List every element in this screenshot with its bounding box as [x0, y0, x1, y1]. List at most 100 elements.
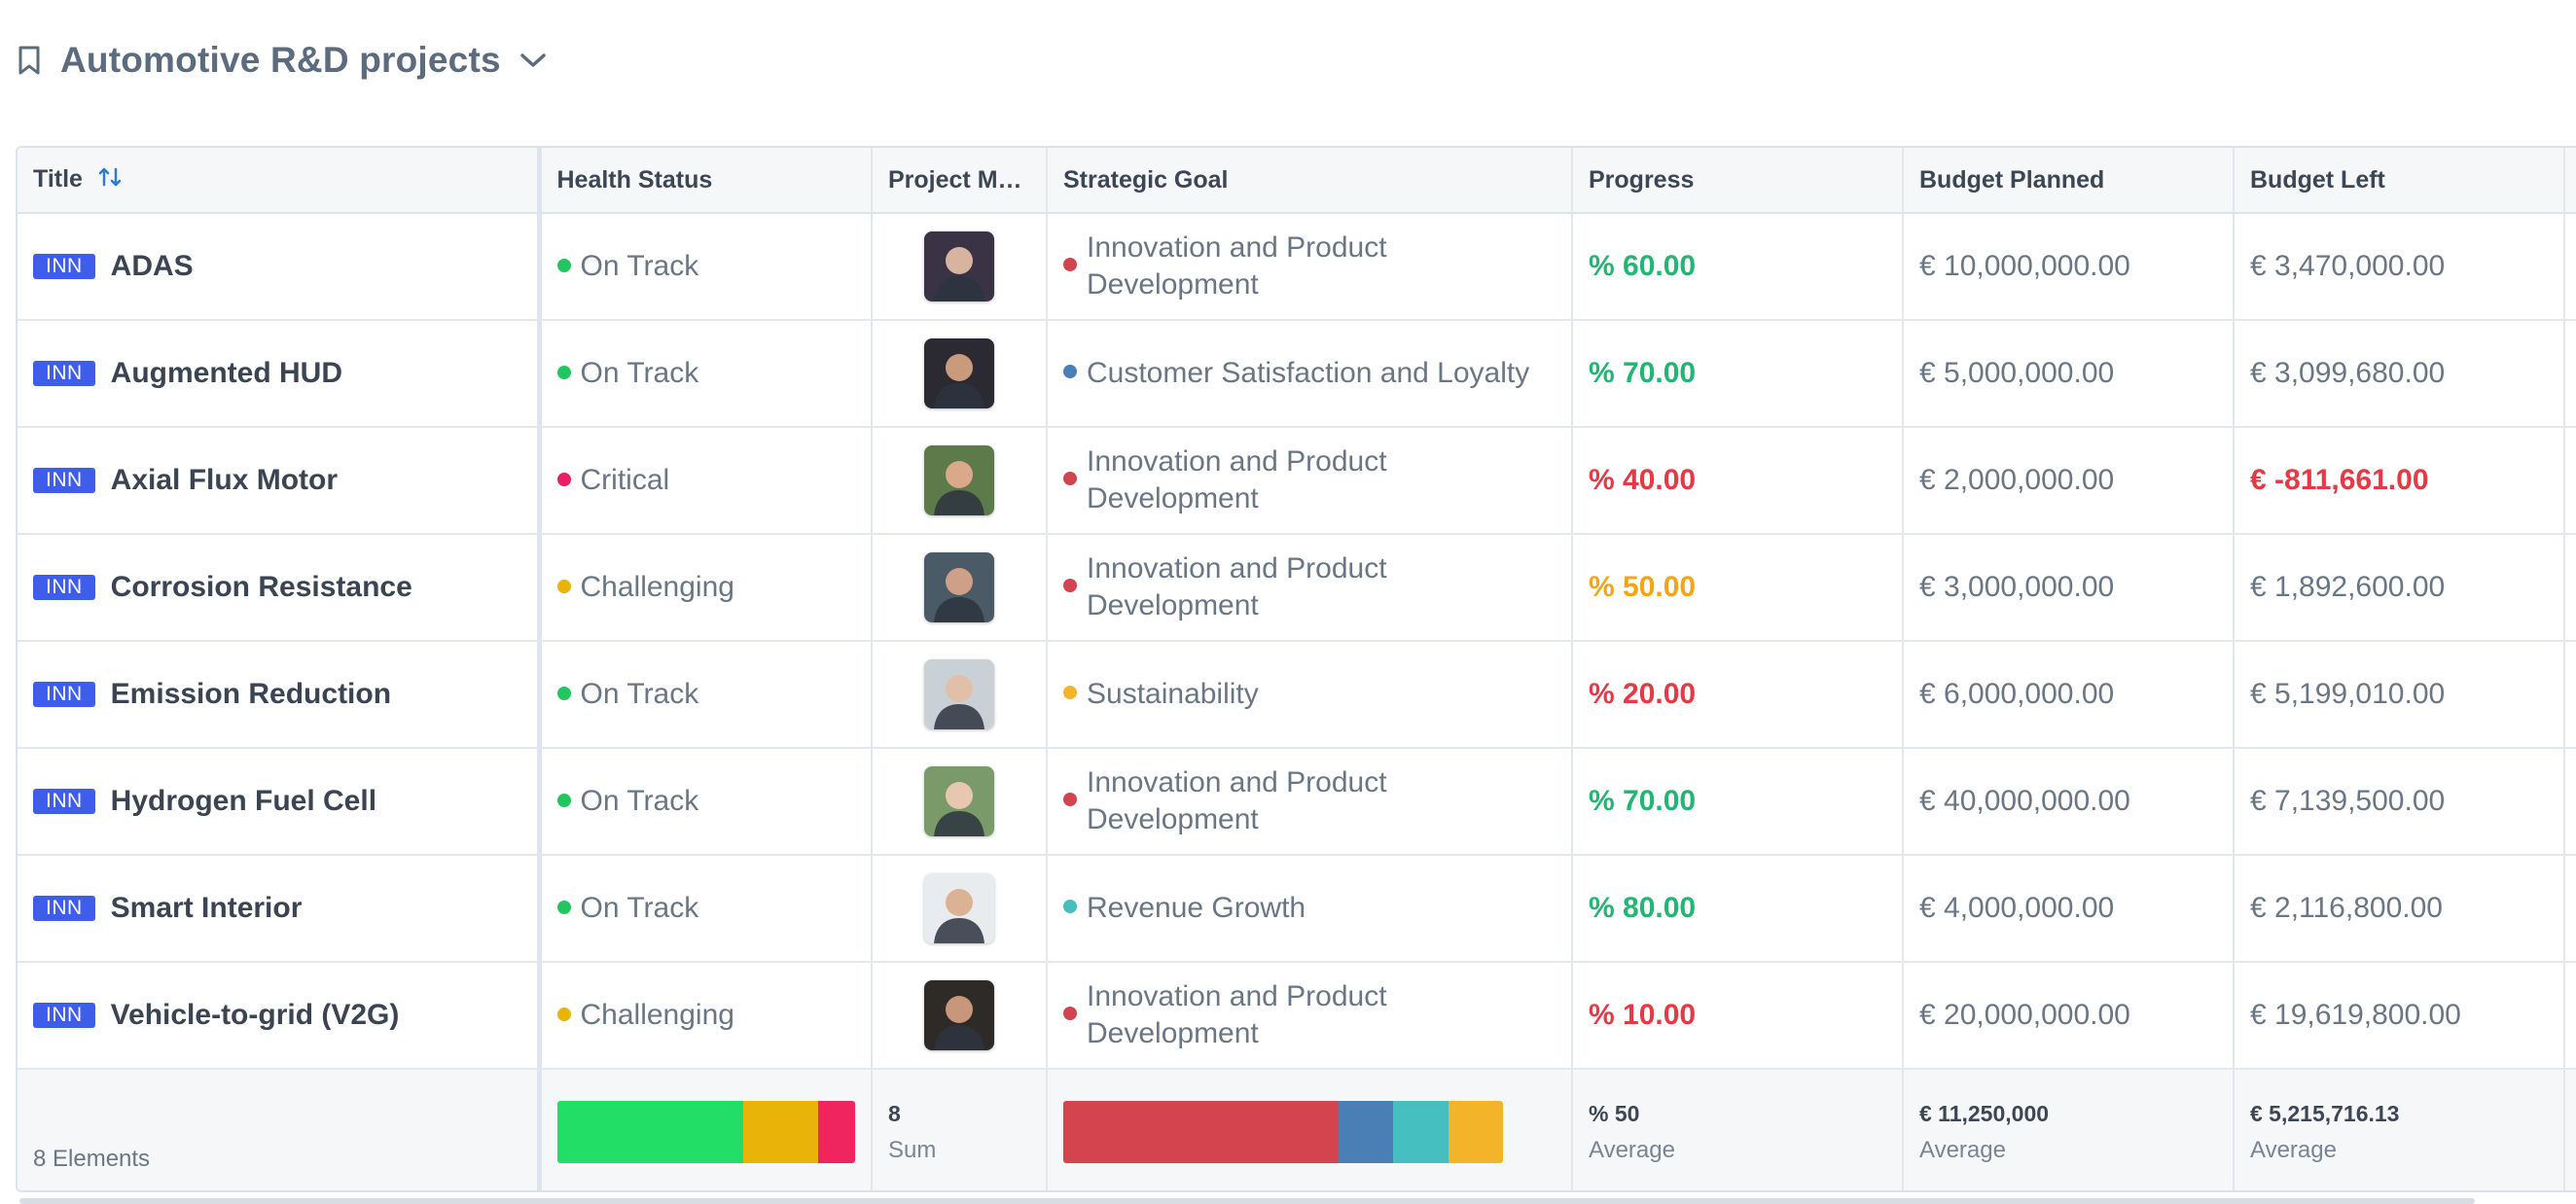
- project-title[interactable]: ADAS: [110, 250, 194, 282]
- horizontal-scrollbar[interactable]: [19, 1198, 2475, 1204]
- cell-strategic-goal[interactable]: Innovation and Product Development: [1047, 534, 1573, 642]
- cell-project-manager[interactable]: [872, 534, 1048, 642]
- column-header-budget-left[interactable]: Budget Left: [2234, 148, 2565, 214]
- distribution-segment[interactable]: [556, 1101, 744, 1163]
- cell-strategic-goal[interactable]: Innovation and Product Development: [1047, 748, 1573, 856]
- cell-health-status[interactable]: Challenging: [539, 962, 873, 1070]
- cell-budget-left[interactable]: € 5,199,010.00: [2234, 641, 2565, 749]
- cell-health-status[interactable]: On Track: [539, 641, 873, 749]
- cell-budget-planned[interactable]: € 6,000,000.00: [1903, 641, 2235, 749]
- sort-icon[interactable]: [97, 166, 123, 195]
- table-row[interactable]: INN Corrosion Resistance Challenging Inn…: [18, 534, 2576, 642]
- cell-project-manager[interactable]: [872, 641, 1048, 749]
- table-row[interactable]: INN ADAS On Track Innovation and Product…: [18, 213, 2576, 321]
- cell-strategic-goal[interactable]: Revenue Growth: [1047, 855, 1573, 963]
- cell-title[interactable]: INN ADAS: [18, 213, 542, 321]
- avatar[interactable]: [924, 552, 994, 622]
- distribution-segment[interactable]: [817, 1101, 855, 1163]
- cell-budget-planned[interactable]: € 10,000,000.00: [1903, 213, 2235, 321]
- table-row[interactable]: INN Vehicle-to-grid (V2G) Challenging In…: [18, 962, 2576, 1070]
- cell-health-status[interactable]: On Track: [539, 213, 873, 321]
- cell-budget-planned[interactable]: € 3,000,000.00: [1903, 534, 2235, 642]
- cell-health-status[interactable]: On Track: [539, 320, 873, 428]
- project-title[interactable]: Vehicle-to-grid (V2G): [110, 999, 400, 1031]
- cell-title[interactable]: INN Axial Flux Motor: [18, 427, 542, 535]
- project-title[interactable]: Corrosion Resistance: [110, 571, 412, 603]
- cell-strategic-goal[interactable]: Innovation and Product Development: [1047, 962, 1573, 1070]
- cell-budget-left[interactable]: € 3,470,000.00: [2234, 213, 2565, 321]
- cell-budget-left[interactable]: € -811,661.00: [2234, 427, 2565, 535]
- project-title[interactable]: Augmented HUD: [110, 357, 343, 389]
- distribution-segment[interactable]: [1338, 1101, 1393, 1163]
- table-row[interactable]: INN Hydrogen Fuel Cell On Track Innovati…: [18, 748, 2576, 856]
- cell-progress[interactable]: % 70.00: [1572, 748, 1904, 856]
- cell-budget-planned[interactable]: € 4,000,000.00: [1903, 855, 2235, 963]
- chevron-down-icon[interactable]: [519, 44, 552, 77]
- cell-project-manager[interactable]: [872, 855, 1048, 963]
- avatar[interactable]: [924, 980, 994, 1050]
- cell-progress[interactable]: % 10.00: [1572, 962, 1904, 1070]
- cell-budget-planned[interactable]: € 20,000,000.00: [1903, 962, 2235, 1070]
- cell-title[interactable]: INN Smart Interior: [18, 855, 542, 963]
- cell-progress[interactable]: % 60.00: [1572, 213, 1904, 321]
- cell-project-manager[interactable]: [872, 962, 1048, 1070]
- avatar[interactable]: [924, 231, 994, 301]
- cell-project-manager[interactable]: [872, 320, 1048, 428]
- column-header-progress[interactable]: Progress: [1572, 148, 1904, 214]
- avatar[interactable]: [924, 766, 994, 836]
- project-title[interactable]: Smart Interior: [110, 892, 303, 924]
- project-title[interactable]: Emission Reduction: [110, 678, 392, 710]
- project-title[interactable]: Axial Flux Motor: [110, 464, 339, 496]
- project-title[interactable]: Hydrogen Fuel Cell: [110, 785, 377, 817]
- avatar[interactable]: [924, 873, 994, 943]
- avatar[interactable]: [924, 659, 994, 729]
- cell-health-status[interactable]: On Track: [539, 748, 873, 856]
- cell-budget-left[interactable]: € 1,892,600.00: [2234, 534, 2565, 642]
- table-row[interactable]: INN Axial Flux Motor Critical Innovation…: [18, 427, 2576, 535]
- cell-strategic-goal[interactable]: Sustainability: [1047, 641, 1573, 749]
- column-header-health-status[interactable]: Health Status: [539, 148, 873, 214]
- cell-project-manager[interactable]: [872, 213, 1048, 321]
- cell-progress[interactable]: % 20.00: [1572, 641, 1904, 749]
- column-header-strategic-goal[interactable]: Strategic Goal: [1047, 148, 1573, 214]
- cell-strategic-goal[interactable]: Innovation and Product Development: [1047, 213, 1573, 321]
- cell-health-status[interactable]: Critical: [539, 427, 873, 535]
- avatar[interactable]: [924, 445, 994, 515]
- distribution-segment[interactable]: [1063, 1101, 1339, 1163]
- cell-budget-left[interactable]: € 19,619,800.00: [2234, 962, 2565, 1070]
- cell-strategic-goal[interactable]: Customer Satisfaction and Loyalty: [1047, 320, 1573, 428]
- avatar[interactable]: [924, 338, 994, 408]
- column-header-budget-planned[interactable]: Budget Planned: [1903, 148, 2235, 214]
- cell-health-status[interactable]: Challenging: [539, 534, 873, 642]
- distribution-segment[interactable]: [1393, 1101, 1449, 1163]
- cell-strategic-goal[interactable]: Innovation and Product Development: [1047, 427, 1573, 535]
- cell-progress[interactable]: % 40.00: [1572, 427, 1904, 535]
- cell-overflow: [2564, 213, 2576, 321]
- bookmark-icon[interactable]: [18, 44, 47, 77]
- cell-title[interactable]: INN Hydrogen Fuel Cell: [18, 748, 542, 856]
- view-title[interactable]: Automotive R&D projects: [60, 40, 501, 80]
- column-header-title[interactable]: Title: [18, 148, 542, 214]
- table-row[interactable]: INN Augmented HUD On Track Customer Sati…: [18, 320, 2576, 428]
- cell-budget-planned[interactable]: € 2,000,000.00: [1903, 427, 2235, 535]
- cell-progress[interactable]: % 80.00: [1572, 855, 1904, 963]
- cell-project-manager[interactable]: [872, 427, 1048, 535]
- cell-title[interactable]: INN Corrosion Resistance: [18, 534, 542, 642]
- cell-budget-left[interactable]: € 2,116,800.00: [2234, 855, 2565, 963]
- cell-title[interactable]: INN Augmented HUD: [18, 320, 542, 428]
- column-header-project-manager[interactable]: Project Ma...: [872, 148, 1048, 214]
- cell-health-status[interactable]: On Track: [539, 855, 873, 963]
- cell-project-manager[interactable]: [872, 748, 1048, 856]
- cell-budget-planned[interactable]: € 5,000,000.00: [1903, 320, 2235, 428]
- cell-budget-planned[interactable]: € 40,000,000.00: [1903, 748, 2235, 856]
- cell-budget-left[interactable]: € 3,099,680.00: [2234, 320, 2565, 428]
- cell-progress[interactable]: % 50.00: [1572, 534, 1904, 642]
- table-row[interactable]: INN Smart Interior On Track Revenue Grow…: [18, 855, 2576, 963]
- cell-budget-left[interactable]: € 7,139,500.00: [2234, 748, 2565, 856]
- cell-progress[interactable]: % 70.00: [1572, 320, 1904, 428]
- distribution-segment[interactable]: [1448, 1101, 1503, 1163]
- cell-title[interactable]: INN Vehicle-to-grid (V2G): [18, 962, 542, 1070]
- table-row[interactable]: INN Emission Reduction On Track Sustaina…: [18, 641, 2576, 749]
- distribution-segment[interactable]: [743, 1101, 818, 1163]
- cell-title[interactable]: INN Emission Reduction: [18, 641, 542, 749]
